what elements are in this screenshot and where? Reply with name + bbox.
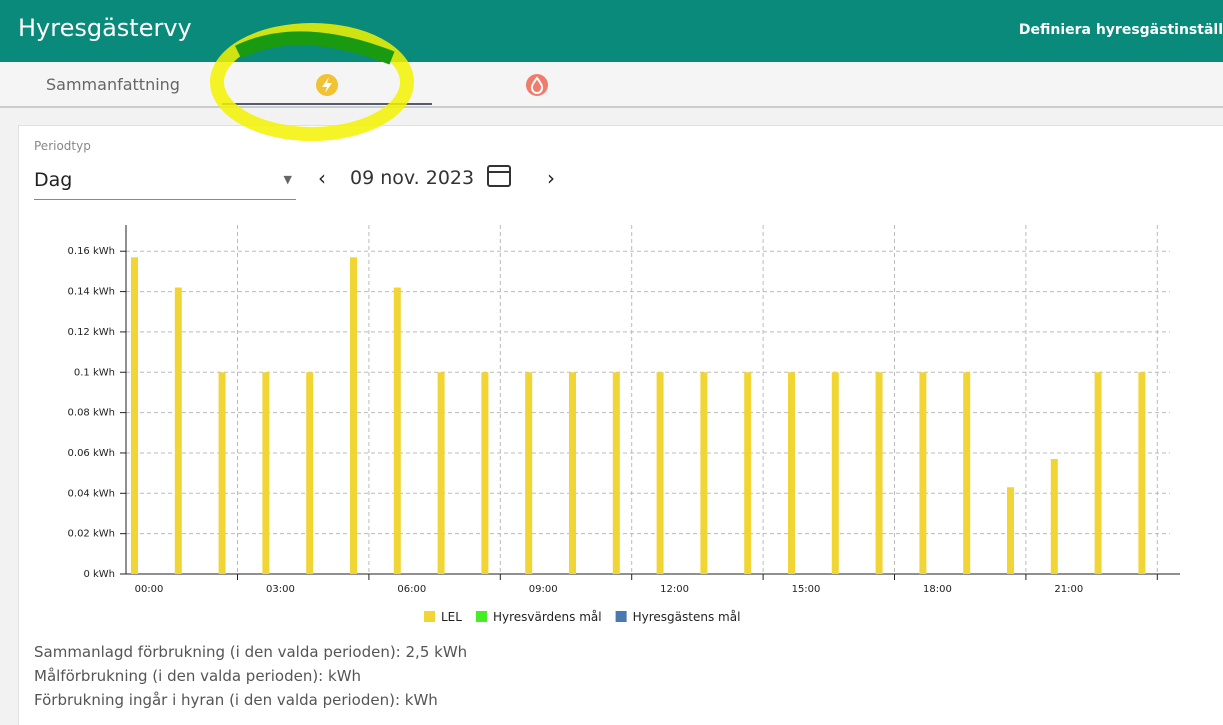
bar	[262, 372, 269, 574]
bar	[438, 372, 445, 574]
bar	[525, 372, 532, 574]
bar	[919, 372, 926, 574]
legend-label: Hyresvärdens mål	[493, 610, 602, 624]
bar	[481, 372, 488, 574]
bar	[657, 372, 664, 574]
bar	[350, 257, 357, 574]
x-tick-label: 06:00	[397, 584, 426, 595]
x-tick-label: 21:00	[1054, 584, 1083, 595]
bar	[700, 372, 707, 574]
y-tick-label: 0.02 kWh	[68, 529, 115, 540]
bar	[876, 372, 883, 574]
bar	[131, 257, 138, 574]
x-tick-label: 03:00	[266, 584, 295, 595]
overlay: 0 kWh 0.02 kWh 0.04 kWh 0.06 kWh 0.08 kWh 0.1…	[0, 0, 1223, 724]
bar	[788, 372, 795, 574]
legend-label: LEL	[441, 610, 462, 624]
legend-label: Hyresgästens mål	[633, 610, 741, 624]
bar	[219, 372, 226, 574]
bar	[744, 372, 751, 574]
y-tick-label: 0.04 kWh	[68, 488, 115, 499]
bar	[832, 372, 839, 574]
bar	[1095, 372, 1102, 574]
legend-swatch	[476, 611, 487, 622]
y-tick-label: 0.1 kWh	[74, 367, 115, 378]
x-tick-label: 18:00	[923, 584, 952, 595]
calendar-icon[interactable]	[488, 166, 510, 186]
y-tick-label: 0.12 kWh	[68, 327, 115, 338]
y-tick-label: 0.06 kWh	[68, 448, 115, 459]
y-tick-label: 0.08 kWh	[68, 408, 115, 419]
x-tick-label: 15:00	[792, 584, 821, 595]
bar	[1007, 487, 1014, 574]
page: Hyresgästervy Definiera hyresgästinställ…	[0, 0, 1223, 724]
bar	[1138, 372, 1145, 574]
legend-swatch	[616, 611, 627, 622]
x-tick-label: 00:00	[135, 584, 164, 595]
bar	[394, 288, 401, 574]
legend-swatch	[424, 611, 435, 622]
x-tick-label: 09:00	[529, 584, 558, 595]
bar	[963, 372, 970, 574]
bar	[569, 372, 576, 574]
bar	[175, 288, 182, 574]
bar	[613, 372, 620, 574]
y-tick-label: 0.16 kWh	[68, 246, 115, 257]
y-tick-label: 0 kWh	[83, 569, 115, 580]
x-tick-label: 12:00	[660, 584, 689, 595]
bar	[306, 372, 313, 574]
bar	[1051, 459, 1058, 574]
y-tick-label: 0.14 kWh	[68, 287, 115, 298]
